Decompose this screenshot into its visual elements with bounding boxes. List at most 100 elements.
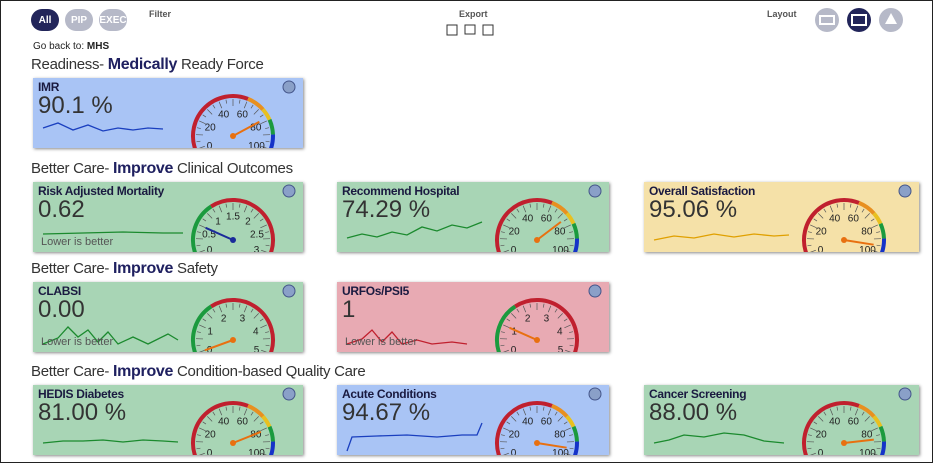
gauge-tick: [202, 218, 207, 222]
gauge-tick: [503, 452, 509, 455]
gauge-arc: [802, 401, 860, 455]
gauge-arc: [872, 415, 883, 428]
gauge-tick: [554, 208, 558, 213]
gauge-needle: [536, 442, 567, 449]
gauge-label: 40: [829, 213, 841, 224]
card-note: Lower is better: [41, 236, 114, 248]
gauge-label: 0: [511, 448, 517, 455]
gauge-tick: [261, 452, 267, 455]
gauge-label: 0: [207, 245, 213, 252]
gauge-label: 1: [215, 217, 221, 228]
gauge-tick: [225, 406, 228, 411]
gauge-label: 100: [552, 245, 569, 252]
gauge-tick: [259, 421, 264, 425]
gauge-tick: [260, 224, 267, 229]
card-value: 81.00 %: [38, 399, 127, 426]
card-value: 74.29 %: [342, 196, 431, 223]
gauge-tick: [807, 447, 812, 450]
gauge-tick: [202, 421, 207, 425]
gauge-tick: [259, 318, 264, 322]
gauge-tick: [810, 249, 816, 252]
gauge-tick: [238, 99, 241, 104]
gauge-tick: [265, 447, 270, 450]
gauge-label: 40: [829, 416, 841, 427]
gauge-arc: [191, 94, 249, 148]
section-suffix: Safety: [177, 260, 218, 277]
gauge-tick: [569, 331, 574, 333]
gauge-arc: [878, 222, 886, 239]
metric-card[interactable]: 0 20 40 60 80 100 Overall Satisfaction 95.06 %: [644, 182, 919, 252]
export-icons[interactable]: [445, 23, 505, 37]
gauge-tick: [810, 427, 817, 432]
card-graphics: 0 0.51 1.5 22.5 3: [42, 184, 296, 252]
gauge-tick: [511, 416, 517, 422]
card-menu-icon[interactable]: [282, 387, 296, 401]
gauge-arc: [210, 198, 275, 252]
filter-label[interactable]: Filter: [149, 9, 172, 19]
card-value: 95.06 %: [649, 196, 738, 223]
gauge-tick: [554, 411, 558, 416]
gauge-label: 3: [544, 313, 550, 324]
gauge-hub: [230, 337, 236, 343]
card-menu-icon[interactable]: [588, 184, 602, 198]
gauge-tick: [506, 318, 511, 322]
gauge-tick: [529, 303, 532, 308]
gauge-needle: [232, 120, 260, 137]
gauge-tick: [207, 213, 213, 219]
card-menu-icon[interactable]: [282, 80, 296, 94]
gauge-tick: [569, 231, 574, 233]
card-menu-icon[interactable]: [898, 184, 912, 198]
gauge-tick: [876, 434, 881, 436]
gauge-tick: [500, 344, 505, 347]
gauge-label: 3: [240, 313, 246, 324]
gauge-arc: [495, 198, 553, 252]
layout-icons[interactable]: [811, 7, 921, 35]
card-menu-icon[interactable]: [282, 284, 296, 298]
sparkline: [346, 422, 483, 452]
metric-card[interactable]: 0 20 40 60 80 100 Recommend Hospital 74.29 %: [337, 182, 609, 252]
metric-card[interactable]: 0 20 40 60 80 100 Acute Conditions 94.67 %: [337, 385, 609, 455]
gauge-label: 20: [816, 226, 828, 237]
gauge-tick: [506, 421, 511, 425]
gauge-label: 100: [248, 141, 265, 148]
card-title: Overall Satisfaction: [649, 184, 756, 198]
gauge-tick: [871, 224, 878, 229]
gauge-tick: [861, 411, 865, 416]
all-button[interactable]: All: [31, 9, 59, 31]
pip-button[interactable]: PIP: [65, 9, 93, 31]
gauge-tick: [554, 308, 558, 313]
gauge-tick: [849, 203, 852, 208]
metric-card[interactable]: 0 20 40 60 80 100 Cancer Screening 88.00 %: [644, 385, 919, 455]
gauge-tick: [250, 104, 254, 109]
gauge-tick: [199, 145, 205, 148]
gauge-tick: [253, 416, 259, 422]
gauge-tick: [516, 411, 520, 416]
gauge-tick: [854, 408, 859, 416]
gauge-tick: [522, 305, 527, 313]
gauge-needle: [232, 430, 262, 444]
gauge-tick: [823, 411, 827, 416]
metric-card[interactable]: 0 20 40 60 80 100 IMR 90.1 %: [33, 78, 303, 148]
metric-card[interactable]: 0 0.5 1 1.5 2 2.5 3 Risk Adjusted Mortality 0.62…: [33, 182, 303, 252]
card-menu-icon[interactable]: [588, 284, 602, 298]
gauge-tick: [813, 218, 818, 222]
exec-button[interactable]: EXEC: [99, 9, 127, 31]
gauge-label: 40: [522, 213, 534, 224]
gauge-tick: [876, 447, 881, 450]
metric-card[interactable]: 0 20 40 60 80 100 HEDIS Diabetes 81.00 %: [33, 385, 303, 455]
gauge-label: 2: [221, 313, 227, 324]
card-menu-icon[interactable]: [282, 184, 296, 198]
layout-label: Layout: [767, 9, 797, 19]
gauge-tick: [529, 203, 532, 208]
card-menu-icon[interactable]: [588, 387, 602, 401]
gauge-tick: [261, 145, 267, 148]
section-prefix: Better Care-: [31, 160, 110, 177]
card-menu-icon[interactable]: [898, 387, 912, 401]
gauge-label: 80: [250, 429, 262, 440]
metric-card[interactable]: 0 1 2 3 4 5 URFOs/PSI5 1 Lower is better: [337, 282, 609, 352]
gauge-arc: [267, 118, 275, 135]
breadcrumb-link[interactable]: MHS: [86, 41, 110, 52]
